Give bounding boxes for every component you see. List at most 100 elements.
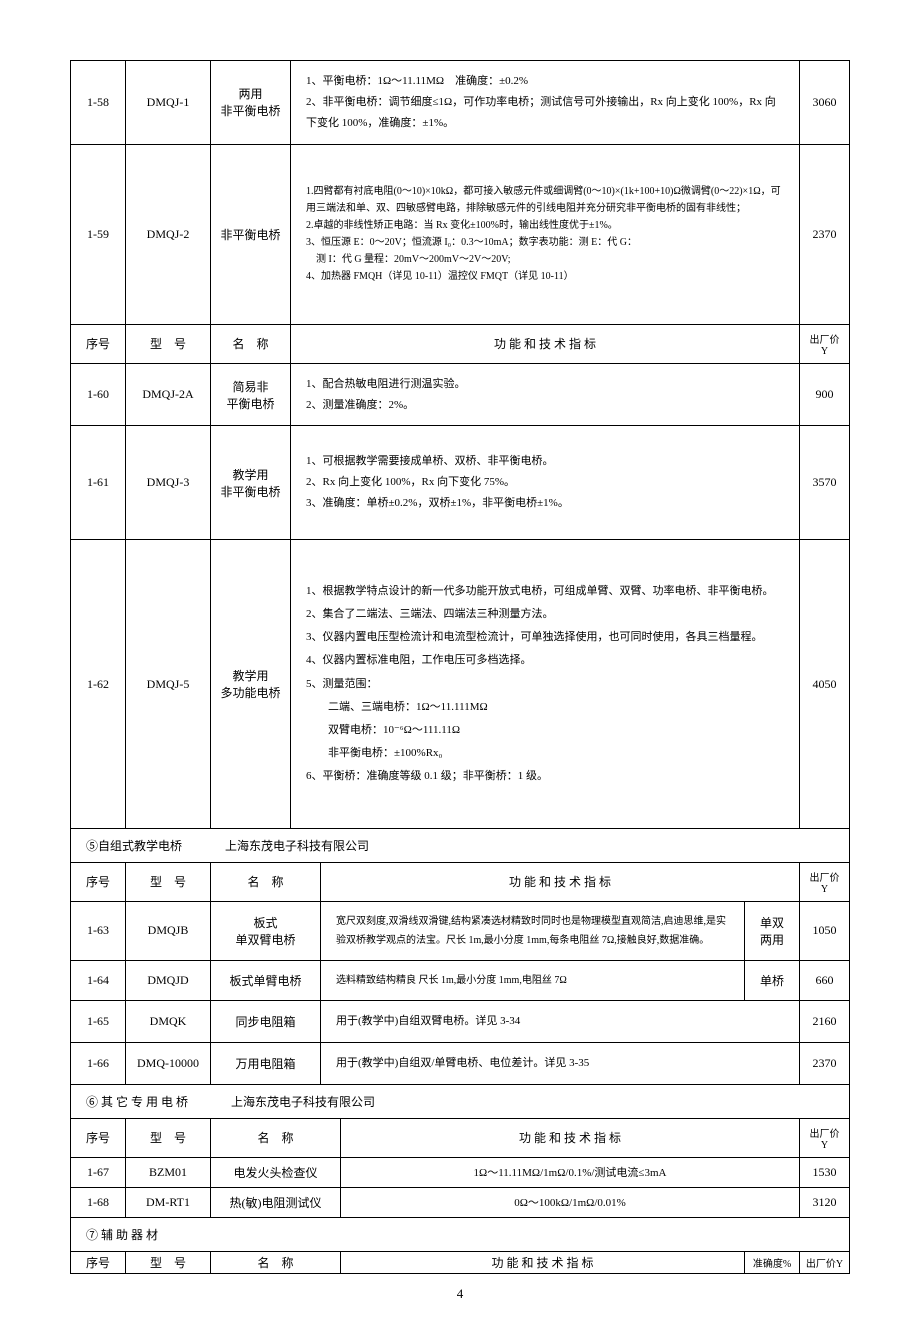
header-model: 型 号 <box>126 1119 211 1158</box>
section-row: ⑦ 辅 助 器 材 <box>71 1217 850 1251</box>
header-seq: 序号 <box>71 863 126 902</box>
cell-name: 同步电阻箱 <box>211 1000 321 1042</box>
cell-model: DMQJ-2 <box>126 144 211 324</box>
header-seq: 序号 <box>71 1119 126 1158</box>
cell-name: 万用电阻箱 <box>211 1042 321 1084</box>
cell-name: 板式 单双臂电桥 <box>211 901 321 960</box>
cell-price: 4050 <box>800 540 850 829</box>
header-name: 名 称 <box>211 1119 341 1158</box>
cell-name: 教学用 多功能电桥 <box>211 540 291 829</box>
cell-model: DMQJ-2A <box>126 363 211 426</box>
cell-name: 电发火头检查仪 <box>211 1157 341 1187</box>
cell-price: 2370 <box>800 1042 850 1084</box>
cell-model: DMQK <box>126 1000 211 1042</box>
header-model: 型 号 <box>126 324 211 363</box>
cell-seq: 1-59 <box>71 144 126 324</box>
section-label: ⑦ 辅 助 器 材 <box>86 1228 158 1242</box>
cell-model: DM-RT1 <box>126 1187 211 1217</box>
cell-model: DMQJD <box>126 960 211 1000</box>
cell-model: DMQJ-5 <box>126 540 211 829</box>
cell-features: 用于(教学中)自组双/单臂电桥、电位差计。详见 3-35 <box>321 1042 800 1084</box>
cell-name: 教学用 非平衡电桥 <box>211 426 291 540</box>
cell-price: 3570 <box>800 426 850 540</box>
header-price: 出厂价Y <box>800 1252 850 1274</box>
page-number: 4 <box>70 1286 850 1302</box>
table-row: 1-59 DMQJ-2 非平衡电桥 1.四臂都有衬底电阻(0～10)×10kΩ，… <box>71 144 850 324</box>
cell-price: 660 <box>800 960 850 1000</box>
header-features: 功 能 和 技 术 指 标 <box>341 1119 800 1158</box>
cell-seq: 1-64 <box>71 960 126 1000</box>
table-header-row: 序号 型 号 名 称 功 能 和 技 术 指 标 出厂价Y <box>71 324 850 363</box>
cell-seq: 1-58 <box>71 61 126 145</box>
section-label: ⑤自组式教学电桥 <box>86 839 182 853</box>
cell-seq: 1-68 <box>71 1187 126 1217</box>
table-row: 1-61 DMQJ-3 教学用 非平衡电桥 1、可根据教学需要接成单桥、双桥、非… <box>71 426 850 540</box>
cell-price: 1530 <box>800 1157 850 1187</box>
header-price: 出厂价Y <box>800 863 850 902</box>
header-features: 功 能 和 技 术 指 标 <box>321 863 800 902</box>
cell-price: 3060 <box>800 61 850 145</box>
header-price: 出厂价Y <box>800 324 850 363</box>
cell-features: 1.四臂都有衬底电阻(0～10)×10kΩ，都可接入敏感元件或细调臂(0～10)… <box>291 144 800 324</box>
header-features: 功 能 和 技 术 指 标 <box>291 324 800 363</box>
cell-name: 板式单臂电桥 <box>211 960 321 1000</box>
cell-features: 1、配合热敏电阻进行测温实验。 2、测量准确度：2%。 <box>291 363 800 426</box>
table-header-row: 序号 型 号 名 称 功 能 和 技 术 指 标 准确度% 出厂价Y <box>71 1252 850 1274</box>
section-label: ⑥ 其 它 专 用 电 桥 <box>86 1095 188 1109</box>
header-model: 型 号 <box>126 1252 211 1274</box>
cell-seq: 1-65 <box>71 1000 126 1042</box>
table-row: 1-63 DMQJB 板式 单双臂电桥 宽尺双刻度,双滑线双滑键,结构紧凑选材精… <box>71 901 850 960</box>
cell-price: 2370 <box>800 144 850 324</box>
cell-name: 热(敏)电阻测试仪 <box>211 1187 341 1217</box>
table-row: 1-67 BZM01 电发火头检查仪 1Ω～11.11MΩ/1mΩ/0.1%/测… <box>71 1157 850 1187</box>
header-price: 出厂价Y <box>800 1119 850 1158</box>
table-row: 1-66 DMQ-10000 万用电阻箱 用于(教学中)自组双/单臂电桥、电位差… <box>71 1042 850 1084</box>
cell-model: BZM01 <box>126 1157 211 1187</box>
table-c: 序号 型 号 名 称 功 能 和 技 术 指 标 出厂价Y 1-67 BZM01… <box>70 1119 850 1252</box>
cell-seq: 1-66 <box>71 1042 126 1084</box>
header-accuracy: 准确度% <box>745 1252 800 1274</box>
cell-variant: 单桥 <box>744 960 799 1000</box>
cell-price: 1050 <box>800 901 850 960</box>
cell-model: DMQJ-3 <box>126 426 211 540</box>
header-features: 功 能 和 技 术 指 标 <box>341 1252 745 1274</box>
cell-model: DMQ-10000 <box>126 1042 211 1084</box>
table-row: 1-58 DMQJ-1 两用 非平衡电桥 1、平衡电桥：1Ω～11.11MΩ 准… <box>71 61 850 145</box>
table-row: 1-68 DM-RT1 热(敏)电阻测试仪 0Ω～100kΩ/1mΩ/0.01%… <box>71 1187 850 1217</box>
cell-seq: 1-62 <box>71 540 126 829</box>
table-row: 1-64 DMQJD 板式单臂电桥 选料精致结构精良 尺长 1m,最小分度 1m… <box>71 960 850 1000</box>
header-seq: 序号 <box>71 324 126 363</box>
cell-features: 0Ω～100kΩ/1mΩ/0.01% <box>341 1187 800 1217</box>
cell-features: 选料精致结构精良 尺长 1m,最小分度 1mm,电阻丝 7Ω <box>321 960 745 1000</box>
header-name: 名 称 <box>211 863 321 902</box>
cell-seq: 1-67 <box>71 1157 126 1187</box>
cell-seq: 1-60 <box>71 363 126 426</box>
company-name: 上海东茂电子科技有限公司 <box>231 1095 375 1109</box>
header-model: 型 号 <box>126 863 211 902</box>
section-6-header: ⑥ 其 它 专 用 电 桥 上海东茂电子科技有限公司 <box>71 1084 850 1118</box>
cell-features: 1、平衡电桥：1Ω～11.11MΩ 准确度：±0.2% 2、非平衡电桥：调节细度… <box>291 61 800 145</box>
cell-seq: 1-63 <box>71 901 126 960</box>
table-header-row: 序号 型 号 名 称 功 能 和 技 术 指 标 出厂价Y <box>71 1119 850 1158</box>
section-7-header: ⑦ 辅 助 器 材 <box>71 1217 850 1251</box>
table-d: 序号 型 号 名 称 功 能 和 技 术 指 标 准确度% 出厂价Y <box>70 1252 850 1274</box>
header-name: 名 称 <box>211 1252 341 1274</box>
header-seq: 序号 <box>71 1252 126 1274</box>
table-b: 序号 型 号 名 称 功 能 和 技 术 指 标 出厂价Y 1-63 DMQJB… <box>70 863 850 1119</box>
cell-price: 900 <box>800 363 850 426</box>
table-a1: 1-58 DMQJ-1 两用 非平衡电桥 1、平衡电桥：1Ω～11.11MΩ 准… <box>70 60 850 863</box>
cell-name: 非平衡电桥 <box>211 144 291 324</box>
section-row: ⑤自组式教学电桥 上海东茂电子科技有限公司 <box>71 828 850 862</box>
cell-name: 两用 非平衡电桥 <box>211 61 291 145</box>
cell-name: 简易非 平衡电桥 <box>211 363 291 426</box>
cell-variant: 单双 两用 <box>744 901 799 960</box>
table-header-row: 序号 型 号 名 称 功 能 和 技 术 指 标 出厂价Y <box>71 863 850 902</box>
table-row: 1-62 DMQJ-5 教学用 多功能电桥 1、根据教学特点设计的新一代多功能开… <box>71 540 850 829</box>
cell-seq: 1-61 <box>71 426 126 540</box>
cell-price: 3120 <box>800 1187 850 1217</box>
cell-features: 宽尺双刻度,双滑线双滑键,结构紧凑选材精致时同时也是物理模型直观简洁,启迪思维,… <box>321 901 745 960</box>
cell-model: DMQJB <box>126 901 211 960</box>
cell-features: 用于(教学中)自组双臂电桥。详见 3-34 <box>321 1000 800 1042</box>
section-5-header: ⑤自组式教学电桥 上海东茂电子科技有限公司 <box>71 828 850 862</box>
table-row: 1-65 DMQK 同步电阻箱 用于(教学中)自组双臂电桥。详见 3-34 21… <box>71 1000 850 1042</box>
